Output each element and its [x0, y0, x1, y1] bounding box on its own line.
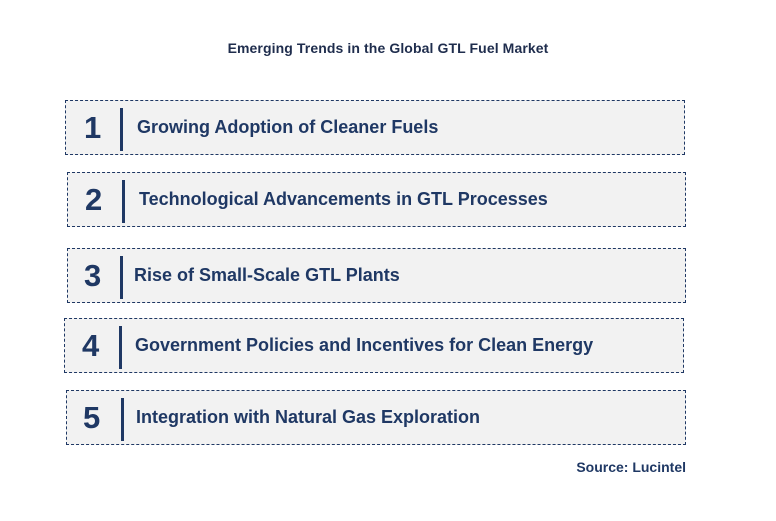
- trend-divider-3: [120, 256, 123, 299]
- trend-divider-1: [120, 108, 123, 151]
- trend-item-3: 3 Rise of Small-Scale GTL Plants: [67, 248, 686, 303]
- trend-divider-5: [121, 398, 124, 441]
- trend-divider-2: [122, 180, 125, 223]
- trend-label-5: Integration with Natural Gas Exploration: [136, 407, 481, 427]
- trend-item-5: 5 Integration with Natural Gas Explorati…: [66, 390, 686, 445]
- trend-label-4: Government Policies and Incentives for C…: [135, 335, 594, 355]
- trend-divider-4: [119, 326, 122, 369]
- trend-number-3: 3: [84, 257, 102, 293]
- trend-label-3: Rise of Small-Scale GTL Plants: [134, 265, 400, 285]
- trend-item-2: 2 Technological Advancements in GTL Proc…: [67, 172, 686, 227]
- trend-number-4: 4: [82, 327, 100, 363]
- chart-title: Emerging Trends in the Global GTL Fuel M…: [227, 40, 549, 56]
- trend-label-2: Technological Advancements in GTL Proces…: [139, 189, 548, 209]
- trend-number-5: 5: [83, 399, 101, 435]
- source-label: Source: Lucintel: [576, 459, 686, 475]
- trend-item-4: 4 Government Policies and Incentives for…: [64, 318, 684, 373]
- trend-item-1: 1 Growing Adoption of Cleaner Fuels: [65, 100, 685, 155]
- trend-number-1: 1: [84, 109, 102, 145]
- trend-number-2: 2: [85, 181, 103, 217]
- trend-label-1: Growing Adoption of Cleaner Fuels: [137, 117, 439, 137]
